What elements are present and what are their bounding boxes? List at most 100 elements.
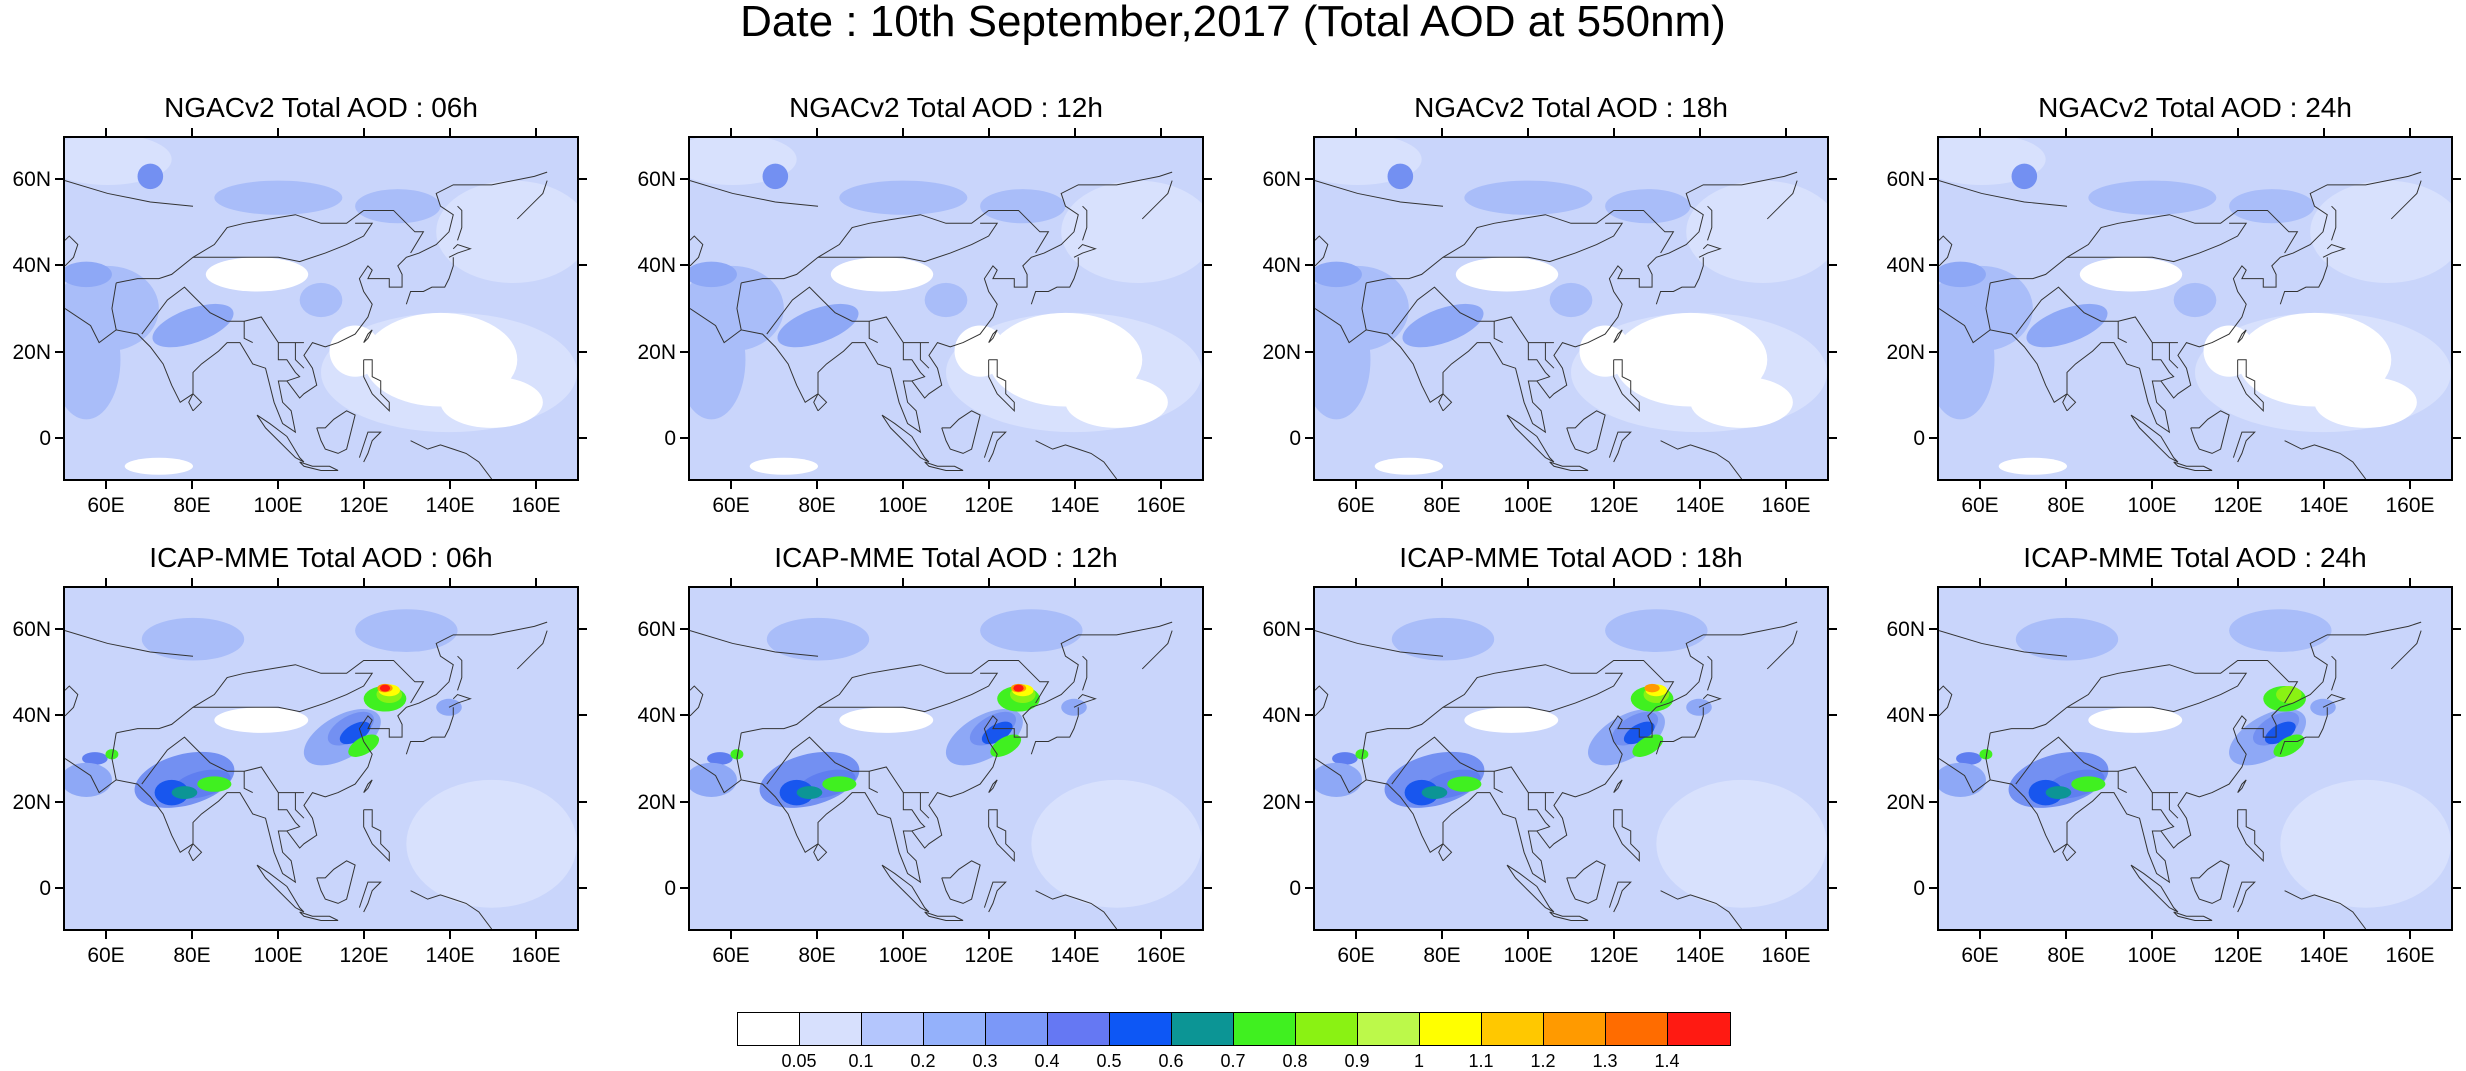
colorbar-label: 1.2 (1530, 1051, 1556, 1071)
lon-tick-label: 80E (1423, 494, 1461, 517)
lon-tick-label: 160E (511, 494, 561, 517)
lon-tick (2065, 128, 2067, 136)
lon-tick (449, 128, 451, 136)
lat-tick (1929, 264, 1937, 267)
lon-tick (2237, 481, 2239, 489)
lon-tick-label: 80E (2047, 494, 2085, 517)
lon-tick (449, 931, 451, 939)
lon-tick-label: 120E (339, 944, 389, 967)
lon-tick-label: 120E (964, 494, 1014, 517)
lon-tick-label: 120E (2213, 944, 2263, 967)
lon-tick (816, 128, 818, 136)
lon-tick-label: 80E (798, 494, 836, 517)
lon-tick (816, 481, 818, 489)
panel-title: NGACv2 Total AOD : 06h (164, 92, 478, 123)
colorbar-label: 0.8 (1282, 1051, 1308, 1071)
lon-tick (191, 128, 193, 136)
lat-tick-label: 20N (637, 340, 676, 364)
lon-tick (816, 931, 818, 939)
lat-tick (1305, 800, 1313, 803)
lon-tick (363, 128, 365, 136)
lon-tick (2151, 931, 2153, 939)
lon-tick (816, 578, 818, 586)
panel-title: NGACv2 Total AOD : 18h (1414, 92, 1728, 123)
lon-tick (191, 481, 193, 489)
lat-tick (680, 350, 688, 353)
lat-tick (55, 264, 63, 267)
colorbar-swatch (1296, 1013, 1358, 1045)
colorbar-label: 1.4 (1654, 1051, 1680, 1071)
colorbar-swatch (1420, 1013, 1482, 1045)
lon-tick (1441, 128, 1443, 136)
lon-tick (1441, 481, 1443, 489)
colorbar-swatch (1668, 1013, 1730, 1045)
lon-tick (535, 481, 537, 489)
lon-tick-label: 100E (1503, 944, 1553, 967)
lon-tick-label: 160E (1761, 944, 1811, 967)
lon-tick (2151, 128, 2153, 136)
lon-tick (2237, 578, 2239, 586)
aod-field (690, 588, 1202, 929)
lat-tick (2453, 714, 2461, 717)
colorbar-swatch (924, 1013, 986, 1045)
coastlines (1939, 621, 2422, 929)
lon-tick-label: 60E (1337, 494, 1375, 517)
lon-tick (2323, 481, 2325, 489)
lon-tick-label: 60E (712, 944, 750, 967)
lat-tick-label: 0 (1913, 426, 1925, 450)
lat-tick (1829, 264, 1837, 267)
lon-tick (2409, 481, 2411, 489)
lon-tick (1699, 128, 1701, 136)
lat-tick (1305, 436, 1313, 439)
lon-tick-label: 60E (712, 494, 750, 517)
lat-tick-label: 20N (1886, 340, 1925, 364)
lat-tick (1929, 628, 1937, 631)
lat-tick-label: 20N (12, 790, 51, 814)
lon-tick-label: 140E (425, 944, 475, 967)
colorbar-label: 0.1 (848, 1051, 874, 1071)
lon-tick (363, 481, 365, 489)
colorbar-swatch (1358, 1013, 1420, 1045)
lon-tick (730, 931, 732, 939)
lon-tick-label: 120E (2213, 494, 2263, 517)
lat-tick (1305, 178, 1313, 181)
lon-tick (1979, 481, 1981, 489)
colorbar-swatch (1544, 1013, 1606, 1045)
lon-tick (1160, 128, 1162, 136)
lon-tick-label: 80E (173, 944, 211, 967)
lat-tick-label: 20N (1262, 340, 1301, 364)
aod-map-panel (1313, 586, 1829, 931)
lat-tick (1204, 264, 1212, 267)
colorbar-swatch (862, 1013, 924, 1045)
lat-tick-label: 40N (637, 704, 676, 728)
lon-tick-label: 80E (1423, 944, 1461, 967)
lon-tick (988, 481, 990, 489)
lat-tick (55, 350, 63, 353)
coastlines (1939, 171, 2422, 479)
lon-tick-label: 160E (2385, 944, 2435, 967)
lon-tick-label: 140E (1675, 494, 1725, 517)
lat-tick (2453, 178, 2461, 181)
lon-tick-label: 100E (2127, 494, 2177, 517)
lon-tick (105, 578, 107, 586)
lat-tick (1204, 714, 1212, 717)
lon-tick-label: 100E (1503, 494, 1553, 517)
lat-tick (680, 628, 688, 631)
lon-tick-label: 160E (2385, 494, 2435, 517)
lon-tick-label: 60E (1961, 494, 1999, 517)
lon-tick (1979, 931, 1981, 939)
aod-map-panel (688, 586, 1204, 931)
coastlines (65, 621, 548, 929)
lon-tick (2065, 578, 2067, 586)
lon-tick (2323, 578, 2325, 586)
aod-map-panel (1313, 136, 1829, 481)
lon-tick (1355, 578, 1357, 586)
lon-tick (449, 481, 451, 489)
lon-tick (2323, 128, 2325, 136)
panel-title: ICAP-MME Total AOD : 12h (774, 542, 1118, 573)
lon-tick-label: 60E (87, 944, 125, 967)
lat-tick (1305, 264, 1313, 267)
lon-tick-label: 120E (339, 494, 389, 517)
lat-tick (1829, 178, 1837, 181)
panel-title: ICAP-MME Total AOD : 06h (149, 542, 493, 573)
